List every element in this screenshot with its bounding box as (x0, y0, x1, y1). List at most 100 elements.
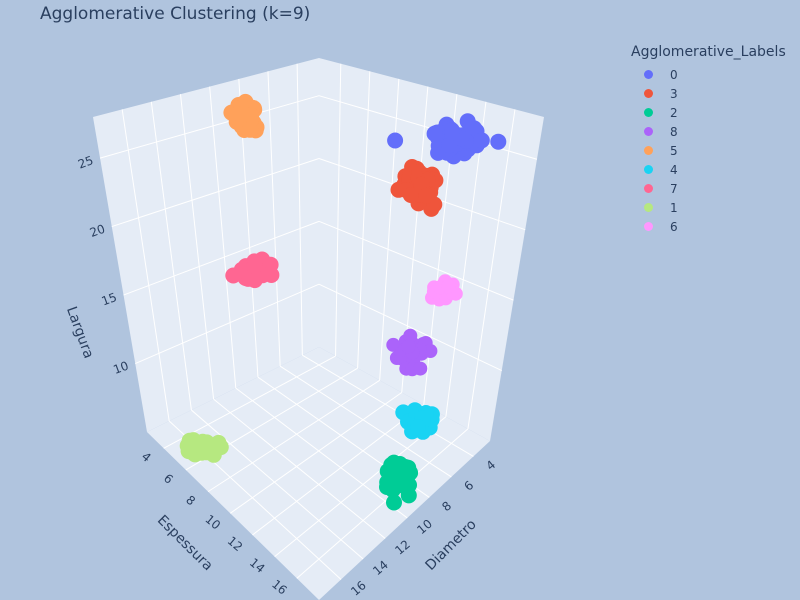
x-floor-gridline (302, 354, 474, 457)
legend-label: 8 (670, 124, 678, 139)
y-wall-gridline (150, 101, 192, 411)
legend-marker (644, 108, 653, 117)
right-wall (319, 58, 544, 441)
x-floor-gridline (191, 409, 364, 560)
x-wall-gridline (445, 101, 487, 417)
legend-label: 2 (670, 105, 678, 120)
data-point (473, 132, 490, 149)
legend-marker (644, 127, 653, 136)
x-tick-label: 14 (370, 558, 391, 579)
legend-label: 3 (670, 86, 678, 101)
legend-item-5[interactable]: 5 (631, 141, 786, 160)
y-wall-gridline (209, 86, 237, 389)
legend-item-0[interactable]: 0 (631, 65, 786, 84)
legend-label: 5 (670, 143, 678, 158)
y-floor-gridline (229, 392, 403, 514)
z-tick-label: 10 (111, 359, 130, 377)
legend-marker (644, 184, 653, 193)
legend-marker (644, 165, 653, 174)
y-tick-label: 8 (183, 493, 198, 509)
legend-label: 7 (670, 181, 678, 196)
data-point (402, 187, 419, 203)
z-gridline (111, 158, 320, 228)
data-point (418, 187, 435, 204)
z-gridline (318, 283, 502, 372)
data-point (444, 124, 460, 141)
data-point (441, 137, 458, 154)
x-tick-label: 10 (414, 517, 435, 538)
legend-marker (644, 203, 653, 212)
x-tick-label: 8 (439, 499, 454, 515)
legend-item-7[interactable]: 7 (631, 179, 786, 198)
y-floor-gridline (296, 428, 469, 579)
x-floor-gridline (235, 387, 408, 519)
y-wall-gridline (121, 109, 170, 422)
x-tick-label: 12 (392, 537, 413, 558)
x-floor-gridline (279, 365, 452, 478)
x-tick-label: 6 (461, 478, 476, 494)
legend: Agglomerative_Labels 0 3 2 8 5 4 7 1 6 (631, 44, 786, 236)
legend-marker (644, 146, 653, 155)
cluster-7 (225, 251, 280, 289)
x-wall-gridline (467, 109, 516, 429)
cluster-8 (386, 328, 438, 377)
z-tick-label: 20 (88, 222, 107, 240)
cluster-4 (395, 402, 440, 440)
z-gridline (135, 283, 320, 364)
legend-item-6[interactable]: 6 (631, 217, 786, 236)
left-wall (93, 58, 319, 432)
y-tick-label: 12 (225, 534, 246, 555)
cluster-6 (425, 274, 463, 307)
legend-label: 6 (670, 219, 678, 234)
legend-item-8[interactable]: 8 (631, 122, 786, 141)
data-point (386, 494, 402, 511)
y-floor-gridline (207, 379, 380, 493)
legend-marker (644, 222, 653, 231)
data-points (179, 93, 507, 511)
y-tick-label: 14 (247, 555, 268, 576)
x-floor-gridline (213, 398, 386, 539)
cluster-5 (223, 93, 265, 139)
y-floor-gridline (252, 404, 425, 536)
data-point (423, 344, 438, 358)
z-tick-label: 25 (76, 153, 95, 171)
legend-label: 1 (670, 200, 678, 215)
legend-title: Agglomerative_Labels (631, 44, 786, 60)
data-point (246, 258, 263, 275)
legend-marker (644, 70, 653, 79)
y-tick-label: 10 (202, 512, 223, 533)
legend-item-1[interactable]: 1 (631, 198, 786, 217)
z-axis-title: Largura (63, 305, 96, 361)
data-point (383, 474, 400, 491)
data-point (403, 328, 418, 343)
data-point (235, 105, 252, 122)
z-gridline (318, 220, 514, 301)
data-point (441, 279, 456, 294)
cluster-0 (387, 113, 507, 165)
y-wall-gridline (179, 94, 215, 400)
legend-item-4[interactable]: 4 (631, 160, 786, 179)
data-point (212, 439, 229, 456)
legend-item-2[interactable]: 2 (631, 103, 786, 122)
x-wall-gridline (335, 63, 342, 357)
data-point (242, 121, 259, 138)
cluster-2 (379, 454, 419, 511)
data-point (401, 339, 416, 354)
data-point (426, 125, 443, 142)
data-point (387, 132, 404, 149)
legend-marker (644, 89, 653, 98)
z-tick-label: 15 (100, 290, 119, 308)
data-point (199, 440, 216, 457)
x-wall-gridline (357, 71, 371, 369)
z-gridline (99, 95, 320, 159)
cluster-3 (390, 159, 444, 217)
y-tick-label: 4 (139, 449, 154, 465)
y-tick-label: 6 (161, 471, 176, 487)
y-wall-gridline (267, 71, 281, 367)
data-point (413, 361, 428, 376)
y-wall-gridline (296, 63, 303, 356)
legend-item-3[interactable]: 3 (631, 84, 786, 103)
data-point (490, 133, 507, 150)
x-tick-label: 16 (348, 578, 369, 599)
